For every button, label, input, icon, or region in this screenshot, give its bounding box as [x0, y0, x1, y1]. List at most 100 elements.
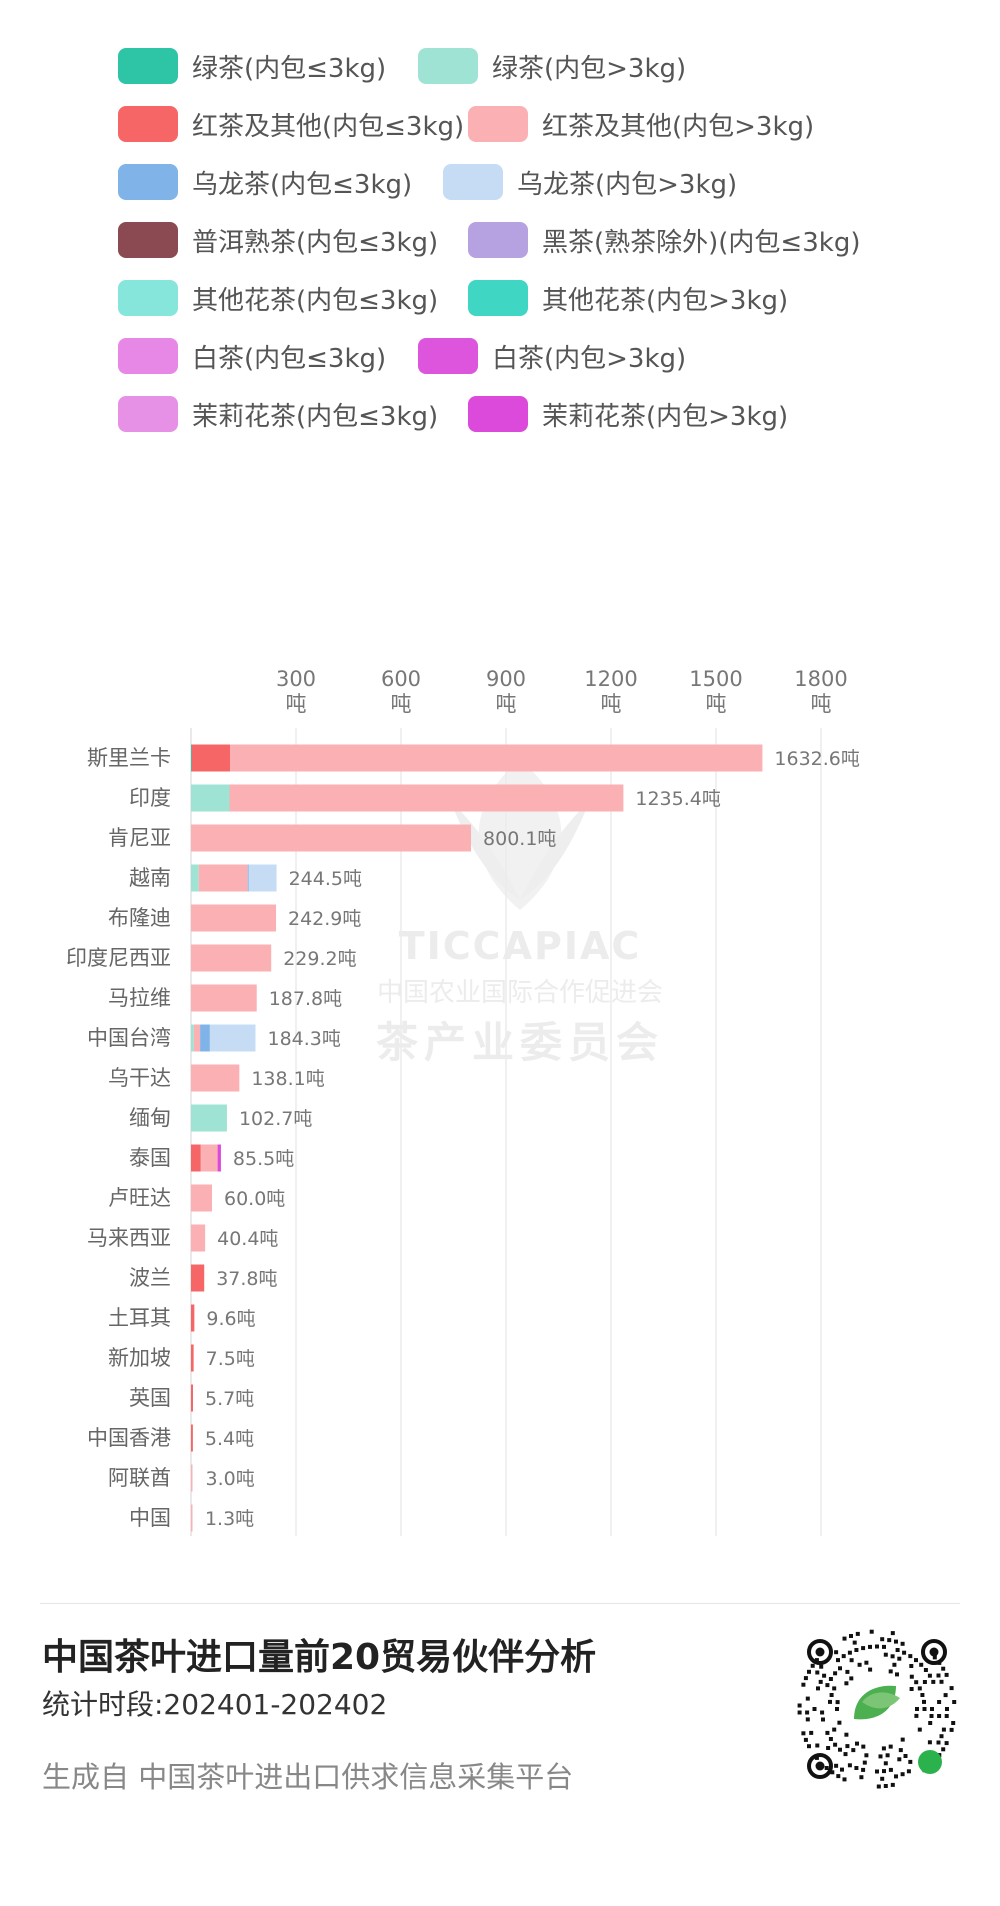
- bar-segment[interactable]: [191, 944, 272, 972]
- bar-segment[interactable]: [247, 864, 250, 892]
- legend-item[interactable]: 黑茶(熟茶除外)(内包≤3kg): [468, 220, 860, 260]
- bar-segment[interactable]: [191, 1184, 212, 1212]
- legend-item[interactable]: 白茶(内包>3kg): [418, 336, 686, 376]
- bar-segment[interactable]: [191, 1464, 193, 1492]
- legend-swatch: [443, 164, 503, 200]
- x-tick-label: 300: [276, 667, 316, 691]
- bar-segment[interactable]: [191, 1344, 194, 1372]
- x-tick-label: 1200: [584, 667, 637, 691]
- category-label: 阿联酋: [108, 1466, 171, 1490]
- category-label: 乌干达: [108, 1066, 171, 1090]
- bar-segment[interactable]: [191, 1104, 227, 1132]
- x-tick-label: 1500: [689, 667, 742, 691]
- x-tick-unit: 吨: [391, 692, 412, 716]
- category-label: 缅甸: [129, 1106, 171, 1130]
- data-label: 1632.6吨: [774, 748, 859, 770]
- qr-code-icon[interactable]: [792, 1624, 962, 1794]
- data-label: 1235.4吨: [635, 788, 720, 810]
- bar-segment[interactable]: [191, 1144, 201, 1172]
- bar-segment[interactable]: [191, 744, 231, 772]
- footer-title: 中国茶叶进口量前20贸易伙伴分析: [42, 1637, 597, 1678]
- legend-swatch: [118, 164, 178, 200]
- bar-segment[interactable]: [191, 1264, 205, 1292]
- data-label: 9.6吨: [206, 1308, 255, 1330]
- x-tick-unit: 吨: [496, 692, 517, 716]
- category-label: 肯尼亚: [108, 826, 171, 850]
- legend-item[interactable]: 其他花茶(内包>3kg): [468, 278, 788, 318]
- legend-item[interactable]: 乌龙茶(内包≤3kg): [118, 162, 412, 202]
- bar-segment[interactable]: [217, 1144, 221, 1172]
- category-label: 马拉维: [108, 986, 171, 1010]
- data-label: 184.3吨: [268, 1028, 341, 1050]
- data-label: 60.0吨: [224, 1188, 285, 1210]
- footer-divider: [40, 1603, 960, 1604]
- x-tick-unit: 吨: [811, 692, 832, 716]
- bar-segment[interactable]: [248, 864, 277, 892]
- legend-item[interactable]: 白茶(内包≤3kg): [118, 336, 386, 376]
- legend-item[interactable]: 其他花茶(内包≤3kg): [118, 278, 438, 318]
- legend-item[interactable]: 绿茶(内包≤3kg): [118, 46, 386, 86]
- legend-item[interactable]: 茉莉花茶(内包≤3kg): [118, 394, 438, 434]
- category-labels: 斯里兰卡印度肯尼亚越南布隆迪印度尼西亚马拉维中国台湾乌干达缅甸泰国卢旺达马来西亚…: [66, 746, 171, 1530]
- bar-segment[interactable]: [209, 1024, 256, 1052]
- category-label: 新加坡: [108, 1346, 171, 1370]
- category-label: 中国香港: [87, 1426, 171, 1450]
- legend-item[interactable]: 绿茶(内包>3kg): [418, 46, 686, 86]
- bar-segment[interactable]: [229, 784, 624, 812]
- legend-swatch: [118, 280, 178, 316]
- legend-label: 其他花茶(内包≤3kg): [192, 285, 439, 316]
- bar-segment[interactable]: [191, 1384, 193, 1412]
- x-tick-label: 900: [486, 667, 526, 691]
- bar-segment[interactable]: [200, 1024, 210, 1052]
- footer-source: 生成自 中国茶叶进出口供求信息采集平台: [42, 1760, 574, 1794]
- bar-segment[interactable]: [191, 984, 257, 1012]
- category-label: 斯里兰卡: [87, 746, 171, 770]
- category-label: 英国: [129, 1386, 171, 1410]
- data-label: 187.8吨: [269, 988, 342, 1010]
- bar-segment[interactable]: [191, 1024, 194, 1052]
- data-label: 7.5吨: [206, 1348, 255, 1370]
- legend-swatch: [118, 106, 178, 142]
- category-label: 泰国: [129, 1146, 171, 1170]
- category-label: 马来西亚: [87, 1226, 171, 1250]
- legend-label: 白茶(内包≤3kg): [192, 343, 387, 374]
- category-label: 中国: [129, 1506, 171, 1530]
- bar-segment[interactable]: [191, 1064, 240, 1092]
- legend-swatch: [118, 338, 178, 374]
- category-label: 中国台湾: [87, 1026, 171, 1050]
- category-label: 印度: [129, 786, 171, 810]
- data-label: 5.4吨: [205, 1428, 254, 1450]
- bar-segment[interactable]: [198, 864, 248, 892]
- legend-label: 乌龙茶(内包>3kg): [517, 169, 738, 200]
- data-label: 229.2吨: [283, 948, 356, 970]
- bar-segment[interactable]: [191, 864, 199, 892]
- bars: [191, 744, 763, 1532]
- data-label: 138.1吨: [251, 1068, 324, 1090]
- legend-item[interactable]: 乌龙茶(内包>3kg): [443, 162, 737, 202]
- legend-item[interactable]: 普洱熟茶(内包≤3kg): [118, 220, 438, 260]
- bar-segment[interactable]: [230, 744, 763, 772]
- legend-label: 茉莉花茶(内包>3kg): [542, 401, 789, 432]
- bar-segment[interactable]: [191, 1424, 193, 1452]
- legend-item[interactable]: 红茶及其他(内包>3kg): [468, 104, 814, 144]
- bar-segment[interactable]: [200, 1144, 218, 1172]
- legend-label: 绿茶(内包≤3kg): [192, 53, 387, 84]
- bar-segment[interactable]: [191, 1504, 193, 1532]
- legend-item[interactable]: 茉莉花茶(内包>3kg): [468, 394, 788, 434]
- bar-segment[interactable]: [191, 1224, 206, 1252]
- category-label: 土耳其: [108, 1306, 171, 1330]
- legend-label: 乌龙茶(内包≤3kg): [192, 169, 413, 200]
- bar-segment[interactable]: [191, 904, 277, 932]
- legend-item[interactable]: 红茶及其他(内包≤3kg): [118, 104, 464, 144]
- legend-label: 其他花茶(内包>3kg): [542, 285, 789, 316]
- bar-segment[interactable]: [191, 1304, 195, 1332]
- bar-segment[interactable]: [193, 1024, 201, 1052]
- category-label: 印度尼西亚: [66, 946, 171, 970]
- category-label: 布隆迪: [108, 906, 171, 930]
- bar-segment[interactable]: [191, 784, 230, 812]
- legend-label: 茉莉花茶(内包≤3kg): [192, 401, 439, 432]
- category-label: 越南: [129, 866, 171, 890]
- legend-label: 普洱熟茶(内包≤3kg): [192, 227, 439, 258]
- bar-segment[interactable]: [191, 824, 472, 852]
